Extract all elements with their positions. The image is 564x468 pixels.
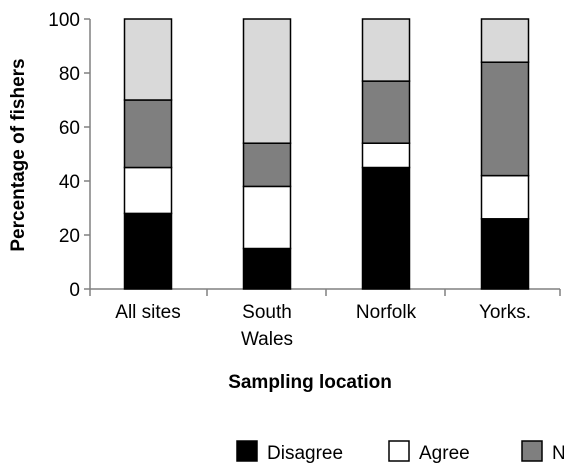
bar-segment (361, 166, 411, 290)
y-tick-label: 80 (59, 64, 80, 85)
y-tick-label: 40 (59, 172, 80, 193)
bar-segment (123, 18, 173, 101)
legend-label: N (552, 443, 564, 464)
y-tick-label: 0 (69, 280, 80, 301)
x-tick-label: Yorks. (479, 302, 531, 323)
legend-swatch (388, 440, 410, 462)
bar-segment (242, 185, 292, 250)
x-axis: All sites South Wales Norfolk Yorks. (89, 288, 561, 350)
y-axis: 0 20 40 60 80 100 (48, 10, 91, 301)
legend: Disagree Agree N (236, 440, 564, 464)
y-tick-label: 60 (59, 118, 80, 139)
bars (123, 18, 530, 290)
legend-swatch (521, 440, 543, 462)
y-tick-label: 20 (59, 226, 80, 247)
bar-segment (480, 174, 530, 220)
bar-segment (242, 247, 292, 290)
bar-segment (242, 18, 292, 144)
bar-segment (123, 99, 173, 169)
x-tick-label: All sites (115, 302, 180, 323)
y-tick-label: 100 (48, 10, 80, 31)
x-tick-label: South (242, 302, 292, 323)
bar-segment (480, 18, 530, 63)
bar-segment (480, 61, 530, 177)
bar-segment (123, 166, 173, 215)
bar-segment (361, 80, 411, 144)
bar-segment (361, 142, 411, 169)
bar-segment (242, 142, 292, 188)
legend-swatch (236, 440, 258, 462)
x-axis-title: Sampling location (228, 372, 392, 393)
y-axis-title: Percentage of fishers (8, 58, 29, 251)
x-tick-label: Wales (241, 329, 293, 350)
bar-segment (361, 18, 411, 82)
x-tick-label: Norfolk (356, 302, 417, 323)
bar-segment (480, 218, 530, 290)
bar-segment (123, 212, 173, 290)
legend-label: Agree (419, 443, 470, 464)
legend-label: Disagree (267, 443, 343, 464)
